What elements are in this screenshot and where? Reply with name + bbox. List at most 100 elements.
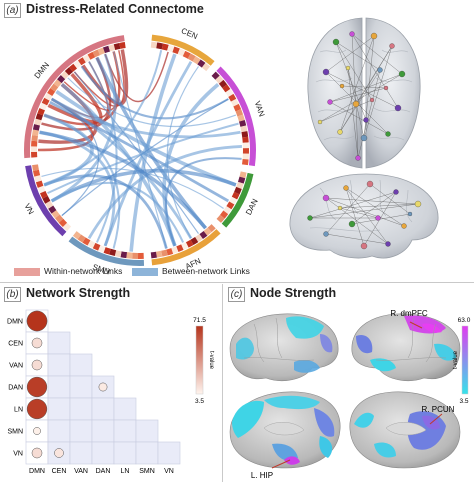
panel-b-title: Network Strength — [26, 286, 131, 300]
node-heat-cell — [126, 252, 133, 259]
node-heat-cell — [237, 176, 246, 184]
node-heat-cell — [236, 181, 244, 190]
dmpfc-pointer — [409, 321, 423, 329]
brain-edge — [363, 45, 393, 139]
node-heat-cell — [239, 119, 247, 127]
brain-edge — [339, 69, 381, 133]
node-heat-cell — [60, 71, 69, 80]
node-heat-cell — [72, 231, 82, 240]
node-heat-cell — [211, 71, 220, 80]
network-arc-van — [216, 66, 256, 167]
between-network-link — [50, 97, 241, 139]
brain-edge — [325, 35, 375, 73]
matrix-col-label: CEN — [52, 468, 67, 475]
brain-node — [385, 131, 391, 137]
node-heat-cell — [150, 41, 158, 49]
node-heat-cell — [234, 186, 242, 195]
node-heat-cell — [215, 75, 224, 84]
matrix-cell — [91, 419, 115, 443]
node-heat-cell — [229, 196, 238, 205]
brain-node — [339, 83, 345, 89]
node-heat-cell — [31, 146, 38, 152]
brain-node — [383, 85, 389, 91]
node-heat-cell — [181, 242, 189, 250]
node-heat-cell — [92, 49, 101, 58]
node-heat-cell — [34, 118, 42, 126]
brain-node — [385, 241, 391, 247]
within-network-link — [43, 51, 121, 126]
brain-edge — [369, 183, 411, 215]
node-heat-cell — [35, 113, 44, 121]
brain-node — [323, 231, 329, 237]
matrix-row-label: VN — [13, 451, 23, 458]
node-heat-cell — [223, 206, 232, 215]
brain-edge — [325, 197, 419, 205]
brain-edge — [335, 41, 367, 121]
cortical-surface-maps: R. dmPFC R. PCUN L. HIP 63.0 3.5 t-value — [229, 309, 471, 480]
matrix-cell — [91, 441, 115, 465]
node-heat-cell — [64, 67, 73, 76]
brain-node — [370, 32, 378, 40]
brain-edge — [357, 69, 381, 159]
matrix-col-label: VAN — [74, 468, 88, 475]
brain-node — [394, 104, 402, 112]
node-heat-cell — [207, 224, 216, 233]
node-heat-cell — [31, 140, 38, 147]
brain-node — [317, 119, 323, 125]
brain-side-view — [289, 173, 439, 259]
node-heat-cell — [201, 62, 211, 72]
node-heat-cell — [119, 42, 126, 49]
network-strength-matrix: DMN CEN VAN DAN LN SMN VN DMN CEN VAN DAN LN SMN VN 7… — [7, 309, 214, 475]
matrix-cell — [135, 441, 159, 465]
node-heat-cell — [55, 214, 64, 223]
matrix-strength-dot — [26, 398, 48, 420]
brain-node — [322, 68, 330, 76]
hip-pointer — [271, 459, 291, 469]
node-heat-cell — [171, 246, 179, 254]
between-network-link — [47, 122, 239, 195]
network-label-dmn: DMN — [33, 60, 52, 80]
between-network-link — [51, 98, 99, 217]
brain-node — [343, 185, 349, 191]
within-legend-swatch — [14, 268, 40, 276]
node-heat-cell — [31, 135, 38, 142]
matrix-cell — [47, 419, 71, 443]
between-network-link — [67, 77, 237, 127]
node-heat-cell — [73, 60, 82, 69]
network-label-van: VAN — [253, 100, 267, 118]
node-heat-cell — [167, 44, 175, 53]
matrix-cell — [69, 419, 93, 443]
matrix-cell — [91, 397, 115, 421]
brain-edge — [351, 191, 397, 225]
matrix-strength-dot — [31, 447, 43, 459]
node-heat-cell — [195, 234, 203, 243]
node-colorbar-axis-label: t-value — [453, 350, 459, 369]
node-heat-cell — [50, 83, 59, 92]
brain-node — [348, 220, 356, 228]
matrix-row-label: DMN — [7, 319, 23, 326]
node-heat-cell — [225, 89, 234, 97]
panel-network-strength: (b) Network Strength DMN CEN VAN DAN LN SMN VN… — [0, 284, 230, 484]
node-heat-cell — [239, 171, 247, 179]
brain-edge — [339, 35, 375, 133]
matrix-row-label: VAN — [9, 363, 23, 370]
matrix-strength-dot — [98, 382, 108, 392]
matrix-strength-dot — [26, 310, 48, 332]
node-heat-cell — [57, 75, 66, 84]
between-network-link — [166, 66, 199, 239]
matrix-cell — [113, 441, 137, 465]
node-heat-cell — [37, 185, 46, 194]
brain-edge — [325, 197, 389, 245]
node-heat-cell — [33, 169, 41, 177]
brain-edge — [355, 103, 359, 159]
brain-node — [307, 215, 313, 221]
between-network-link — [50, 53, 117, 203]
node-heat-cell — [77, 57, 86, 66]
node-heat-cell — [87, 240, 96, 249]
node-heat-cell — [82, 237, 91, 246]
between-network-link — [39, 130, 207, 230]
node-heat-cell — [45, 200, 54, 209]
brain-edge — [351, 213, 411, 225]
matrix-cell — [47, 353, 71, 377]
